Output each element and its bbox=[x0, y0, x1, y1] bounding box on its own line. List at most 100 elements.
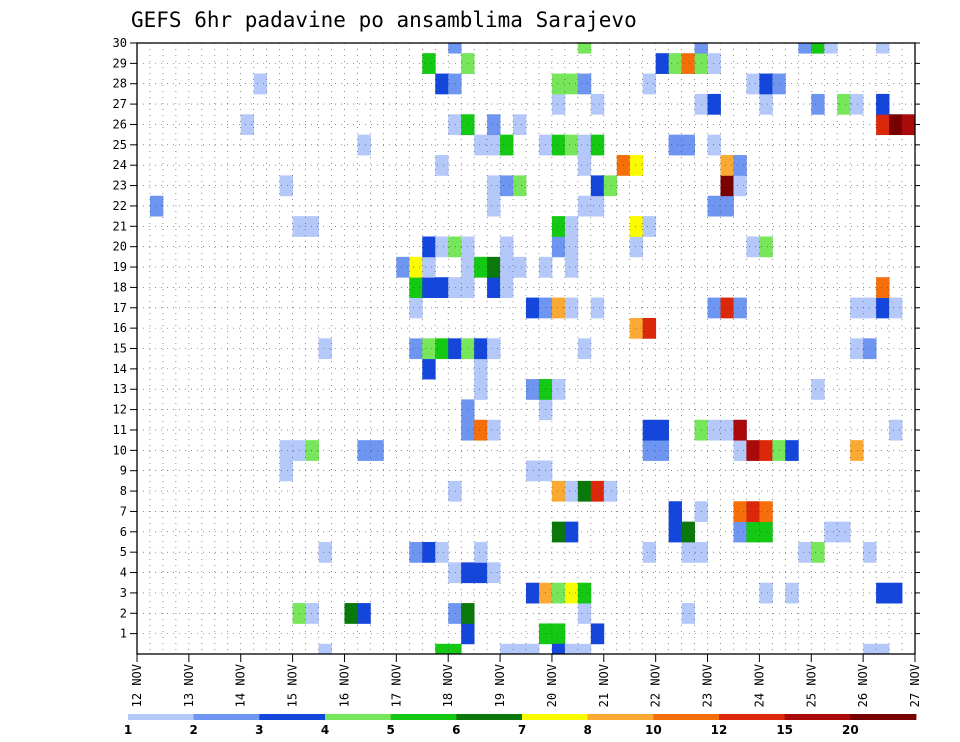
precip-cell bbox=[629, 216, 644, 237]
precip-cell bbox=[487, 338, 501, 360]
precip-cell bbox=[487, 175, 501, 197]
precip-cell bbox=[889, 419, 903, 441]
precip-cell bbox=[577, 195, 592, 217]
precip-cell bbox=[448, 643, 462, 655]
y-tick-label: 1 bbox=[120, 627, 127, 641]
precip-cell bbox=[577, 582, 592, 604]
colorbar-swatch bbox=[850, 714, 917, 720]
precip-cell bbox=[603, 175, 618, 197]
colorbar-swatch bbox=[456, 714, 523, 720]
precip-cell bbox=[707, 419, 721, 441]
precip-cell bbox=[448, 277, 462, 298]
precip-cell bbox=[448, 480, 462, 502]
precip-cell bbox=[590, 93, 605, 115]
colorbar-swatch bbox=[390, 714, 457, 720]
y-tick-label: 27 bbox=[113, 97, 127, 111]
y-tick-label: 26 bbox=[113, 117, 127, 131]
precip-cell bbox=[759, 582, 773, 604]
precip-cell bbox=[590, 297, 605, 319]
precip-cell bbox=[850, 93, 864, 115]
precip-cell bbox=[811, 379, 825, 400]
y-tick-label: 9 bbox=[120, 464, 127, 478]
precip-cell bbox=[526, 643, 540, 655]
y-tick-label: 23 bbox=[113, 179, 127, 193]
precip-cell bbox=[733, 440, 747, 461]
y-tick-label: 6 bbox=[120, 525, 127, 539]
precip-cell bbox=[720, 419, 734, 441]
precip-cell bbox=[629, 155, 644, 176]
precip-cell bbox=[720, 297, 734, 319]
precip-cell bbox=[759, 73, 773, 95]
precip-cell bbox=[422, 53, 436, 74]
precip-cell bbox=[876, 643, 890, 655]
x-tick-label: 17 NOV bbox=[389, 664, 403, 707]
precip-cell bbox=[837, 521, 851, 543]
x-tick-label: 14 NOV bbox=[234, 664, 248, 707]
colorbar-swatch bbox=[522, 714, 589, 720]
precip-cell bbox=[746, 521, 760, 543]
y-axis: 1234567891011121314151617181920212223242… bbox=[113, 36, 920, 641]
precip-cell bbox=[850, 440, 864, 461]
precip-cell bbox=[681, 134, 695, 156]
y-tick-label: 20 bbox=[113, 240, 127, 254]
x-tick-label: 25 NOV bbox=[804, 664, 818, 707]
y-tick-label: 10 bbox=[113, 443, 127, 457]
colorbar-label: 10 bbox=[645, 723, 662, 737]
precip-cell bbox=[487, 195, 501, 217]
colorbar-label: 6 bbox=[452, 723, 460, 737]
precip-cell bbox=[564, 643, 579, 655]
precip-cell bbox=[668, 521, 682, 543]
precip-cell bbox=[551, 521, 566, 543]
precip-cell bbox=[564, 236, 579, 258]
precip-cell bbox=[513, 643, 527, 655]
precip-cell bbox=[409, 256, 423, 278]
precip-cell bbox=[551, 582, 566, 604]
precip-cell bbox=[733, 521, 747, 543]
precip-cell bbox=[642, 419, 657, 441]
precip-cell bbox=[707, 134, 721, 156]
precip-cell bbox=[551, 73, 566, 95]
precip-cell bbox=[629, 317, 644, 339]
colorbar-swatch bbox=[719, 714, 786, 720]
precip-cell bbox=[642, 317, 657, 339]
precip-cell bbox=[564, 582, 579, 604]
precip-cell bbox=[733, 419, 747, 441]
x-axis: 12 NOV 13 NOV 14 NOV 15 NOV 16 NOV 17 NOV 18 N… bbox=[130, 654, 922, 707]
colorbar-swatch bbox=[193, 714, 260, 720]
y-tick-label: 16 bbox=[113, 321, 127, 335]
y-tick-label: 11 bbox=[113, 423, 127, 437]
precip-cell bbox=[876, 114, 890, 136]
precip-cell bbox=[305, 440, 319, 461]
precip-cell bbox=[876, 582, 890, 604]
precip-cell bbox=[422, 277, 436, 298]
colorbar-swatch bbox=[587, 714, 654, 720]
colorbar-label: 2 bbox=[189, 723, 197, 737]
precip-cell bbox=[500, 175, 514, 197]
x-tick-label: 22 NOV bbox=[649, 664, 663, 707]
colorbar: 1 2 3 4 5 6 7 8 10 12 15 20 bbox=[124, 714, 917, 737]
precip-cell bbox=[564, 297, 579, 319]
precip-cell bbox=[487, 256, 501, 278]
precip-cell bbox=[850, 297, 864, 319]
precip-cell bbox=[422, 338, 436, 360]
precip-cell bbox=[487, 277, 501, 298]
precip-cell bbox=[487, 562, 501, 584]
precip-cell bbox=[733, 155, 747, 176]
precip-cell bbox=[655, 53, 670, 74]
precip-cell bbox=[733, 297, 747, 319]
precip-cell bbox=[435, 155, 449, 176]
precip-cell bbox=[409, 338, 423, 360]
chart-title: GEFS 6hr padavine po ansamblima Sarajevo bbox=[131, 8, 637, 32]
precip-cell bbox=[435, 338, 449, 360]
precip-cell bbox=[655, 419, 670, 441]
colorbar-swatch bbox=[128, 714, 195, 720]
precip-cell bbox=[551, 297, 566, 319]
y-tick-label: 2 bbox=[120, 606, 127, 620]
precip-cell bbox=[629, 236, 644, 258]
precip-cell bbox=[526, 460, 540, 482]
precip-cell bbox=[551, 379, 566, 400]
y-tick-label: 22 bbox=[113, 199, 127, 213]
precip-cell bbox=[590, 175, 605, 197]
precip-cell bbox=[357, 134, 371, 156]
